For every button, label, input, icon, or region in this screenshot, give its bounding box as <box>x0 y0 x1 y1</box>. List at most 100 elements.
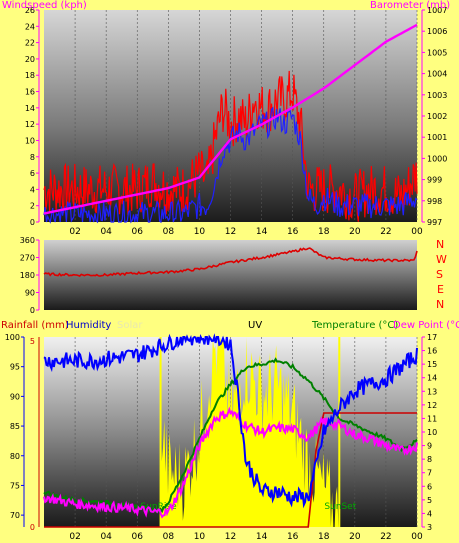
compass-s: S <box>436 268 443 281</box>
windspeed-axis-title: Windspeed (kph) <box>2 0 87 11</box>
temperature-tick-label: 6 <box>427 482 432 491</box>
baro-tick-label: 1007 <box>427 6 447 15</box>
baro-tick-label: 1004 <box>427 70 447 79</box>
wind-tick-label: 8 <box>30 153 35 162</box>
temperature-axis-title: Temperature (°C) <box>312 320 399 331</box>
humidity-tick-label: 75 <box>10 481 20 490</box>
temperature-tick-label: 10 <box>427 428 437 437</box>
direction-tick-label: 180 <box>20 271 35 280</box>
direction-tick-label: 360 <box>20 236 35 245</box>
direction-plot-area <box>44 240 417 310</box>
baro-tick-label: 1005 <box>427 48 447 57</box>
x-tick-label: 10 <box>194 532 206 542</box>
x-tick-label: 14 <box>256 532 268 542</box>
temperature-line <box>43 357 418 514</box>
x-tick-label: 00 <box>411 532 423 542</box>
humidity-tick-label: 85 <box>10 422 20 431</box>
barometer-line <box>43 23 418 215</box>
compass-n-bottom: N <box>436 298 445 311</box>
humidity-line <box>43 333 418 509</box>
sunrise-label: SunRise <box>141 502 178 512</box>
x-tick-label: 04 <box>100 532 112 542</box>
dewpoint-line <box>43 406 418 519</box>
dewpoint-axis-title: Dew Point (°C <box>393 320 459 331</box>
x-tick-label: 22 <box>380 227 391 237</box>
wind-tick-label: 18 <box>25 71 35 80</box>
wind-tick-label: 10 <box>25 136 35 145</box>
wind-tick-label: 24 <box>25 22 35 31</box>
direction-tick-label: 90 <box>25 289 35 298</box>
baro-tick-label: 1000 <box>427 154 447 163</box>
wind-tick-label: 12 <box>25 120 35 129</box>
humidity-tick-label: 100 <box>5 333 20 342</box>
x-tick-label: 06 <box>132 532 144 542</box>
temperature-tick-label: 8 <box>427 455 432 464</box>
uv-legend: UV <box>248 320 263 331</box>
barometer-axis-title: Barometer (mb) <box>370 0 451 11</box>
temperature-tick-label: 17 <box>427 333 437 342</box>
temperature-tick-label: 5 <box>427 496 432 505</box>
x-tick-label: 20 <box>349 227 361 237</box>
temperature-tick-label: 16 <box>427 347 437 356</box>
baro-tick-label: 1001 <box>427 133 447 142</box>
rain-tick-label: 5 <box>30 337 35 346</box>
wind-tick-label: 26 <box>25 6 35 15</box>
x-tick-label: 22 <box>380 532 391 542</box>
wind-tick-label: 22 <box>25 39 35 48</box>
compass-e: E <box>437 283 444 296</box>
gust-line <box>43 106 418 224</box>
x-tick-label: 20 <box>349 532 361 542</box>
humidity-tick-label: 95 <box>10 363 20 372</box>
humidity-tick-label: 80 <box>10 452 20 461</box>
wind-tick-label: 2 <box>30 202 35 211</box>
baro-tick-label: 997 <box>427 218 442 227</box>
wind-tick-label: 4 <box>30 185 35 194</box>
x-tick-label: 04 <box>100 227 112 237</box>
x-tick-label: 02 <box>69 532 80 542</box>
rain-tick-label: 0 <box>30 523 35 532</box>
x-tick-label: 06 <box>132 227 144 237</box>
baro-tick-label: 998 <box>427 197 442 206</box>
x-tick-label: 00 <box>411 227 423 237</box>
x-tick-label: 10 <box>194 227 206 237</box>
x-tick-label: 08 <box>163 532 175 542</box>
wind-tick-label: 0 <box>30 218 35 227</box>
temperature-tick-label: 7 <box>427 469 432 478</box>
x-tick-label: 14 <box>256 227 268 237</box>
humidity-tick-label: 70 <box>10 511 20 520</box>
compass-n-top: N <box>436 238 445 251</box>
wind-tick-label: 16 <box>25 88 35 97</box>
x-tick-label: 18 <box>318 227 330 237</box>
sunset-label: SunSet <box>324 502 356 512</box>
solar-legend: Solar <box>117 320 143 331</box>
temperature-tick-label: 15 <box>427 360 437 369</box>
humidity-tick-label: 90 <box>10 392 20 401</box>
temperature-tick-label: 12 <box>427 401 437 410</box>
x-tick-label: 02 <box>69 227 80 237</box>
baro-tick-label: 1002 <box>427 112 447 121</box>
x-tick-label: 12 <box>225 532 236 542</box>
x-tick-label: 16 <box>287 227 299 237</box>
baro-tick-label: 1003 <box>427 91 447 100</box>
wind-tick-label: 20 <box>25 55 35 64</box>
direction-tick-label: 270 <box>20 254 35 263</box>
x-tick-label: 18 <box>318 532 330 542</box>
rainfall-line <box>44 412 417 528</box>
temperature-tick-label: 9 <box>427 442 432 451</box>
baro-tick-label: 1006 <box>427 27 447 36</box>
solar-area <box>160 337 340 527</box>
baro-tick-label: 999 <box>427 176 442 185</box>
x-tick-label: 12 <box>225 227 236 237</box>
temperature-tick-label: 13 <box>427 387 437 396</box>
compass-w: W <box>436 253 447 266</box>
direction-tick-label: 0 <box>30 306 35 315</box>
direction-line <box>43 247 418 278</box>
humidity-axis-title: Humidity <box>66 320 112 331</box>
wind-tick-label: 6 <box>30 169 35 178</box>
rainfall-axis-title: Rainfall (mm) <box>1 320 69 331</box>
temperature-tick-label: 3 <box>427 523 432 532</box>
x-tick-label: 08 <box>163 227 175 237</box>
wind-tick-label: 14 <box>25 104 35 113</box>
temperature-tick-label: 4 <box>427 509 432 518</box>
